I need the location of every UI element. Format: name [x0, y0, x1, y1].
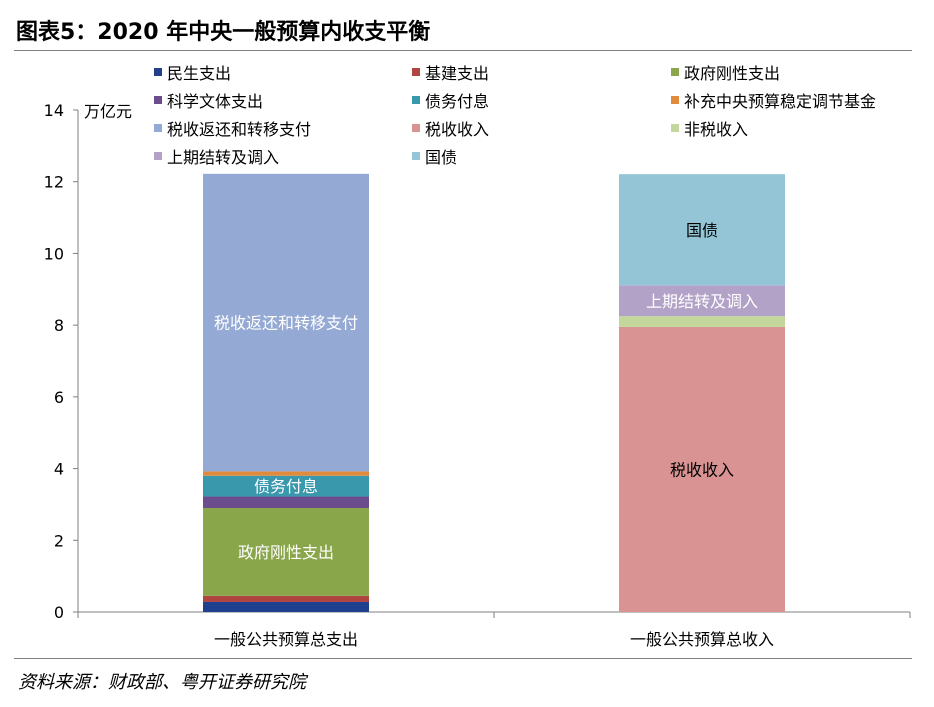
legend-label: 政府刚性支出	[684, 64, 780, 83]
bar-segment	[203, 508, 369, 596]
source-note: 资料来源：财政部、粤开证券研究院	[18, 672, 306, 693]
legend-label: 民生支出	[167, 64, 231, 83]
bar-segment	[619, 174, 785, 286]
y-tick-label: 2	[54, 531, 64, 550]
bar-segment	[203, 595, 369, 602]
legend-swatch	[154, 124, 162, 132]
y-tick-label: 14	[44, 101, 64, 120]
legend-swatch	[671, 124, 679, 132]
bar-label: 上期结转及调入	[646, 292, 758, 311]
legend-swatch	[412, 68, 420, 76]
legend-label: 税收收入	[425, 120, 489, 139]
legend-swatch	[671, 96, 679, 104]
bar-segment	[203, 173, 369, 472]
legend-label: 非税收入	[684, 120, 748, 139]
y-tick-label: 12	[44, 173, 64, 192]
legend-swatch	[154, 96, 162, 104]
legend-swatch	[412, 124, 420, 132]
bar-segment	[619, 326, 785, 612]
legend-label: 补充中央预算稳定调节基金	[684, 92, 876, 111]
bar-segment	[203, 601, 369, 612]
x-tick-label: 一般公共预算总支出	[214, 630, 358, 649]
legend-label: 科学文体支出	[167, 92, 263, 111]
bar-label: 税收收入	[670, 460, 734, 479]
title-divider	[14, 50, 912, 51]
bar-segment	[203, 475, 369, 497]
bar-label: 债务付息	[254, 477, 318, 496]
y-tick-label: 10	[44, 244, 64, 263]
legend-label: 税收返还和转移支付	[167, 120, 311, 139]
legend-swatch	[412, 96, 420, 104]
chart-title: 图表5：2020 年中央一般预算内收支平衡	[16, 20, 431, 45]
y-tick-label: 8	[54, 316, 64, 335]
bar-label: 税收返还和转移支付	[214, 314, 358, 333]
y-unit-label: 万亿元	[84, 102, 132, 121]
x-tick-label: 一般公共预算总收入	[630, 630, 774, 649]
legend-swatch	[671, 68, 679, 76]
bar-segment	[619, 316, 785, 327]
y-tick-label: 6	[54, 388, 64, 407]
bar-label: 政府刚性支出	[238, 543, 334, 562]
legend-label: 上期结转及调入	[167, 148, 279, 167]
bar-segment	[203, 471, 369, 476]
bar-segment	[203, 496, 369, 509]
legend-swatch	[412, 152, 420, 160]
source-divider	[14, 658, 912, 659]
y-tick-label: 4	[54, 460, 64, 479]
legend-swatch	[154, 152, 162, 160]
legend-label: 基建支出	[425, 64, 489, 83]
legend-swatch	[154, 68, 162, 76]
legend-label: 债务付息	[425, 92, 489, 111]
bar-segment	[619, 285, 785, 317]
bar-label: 国债	[686, 221, 718, 240]
legend-label: 国债	[425, 148, 457, 167]
y-tick-label: 0	[54, 603, 64, 622]
